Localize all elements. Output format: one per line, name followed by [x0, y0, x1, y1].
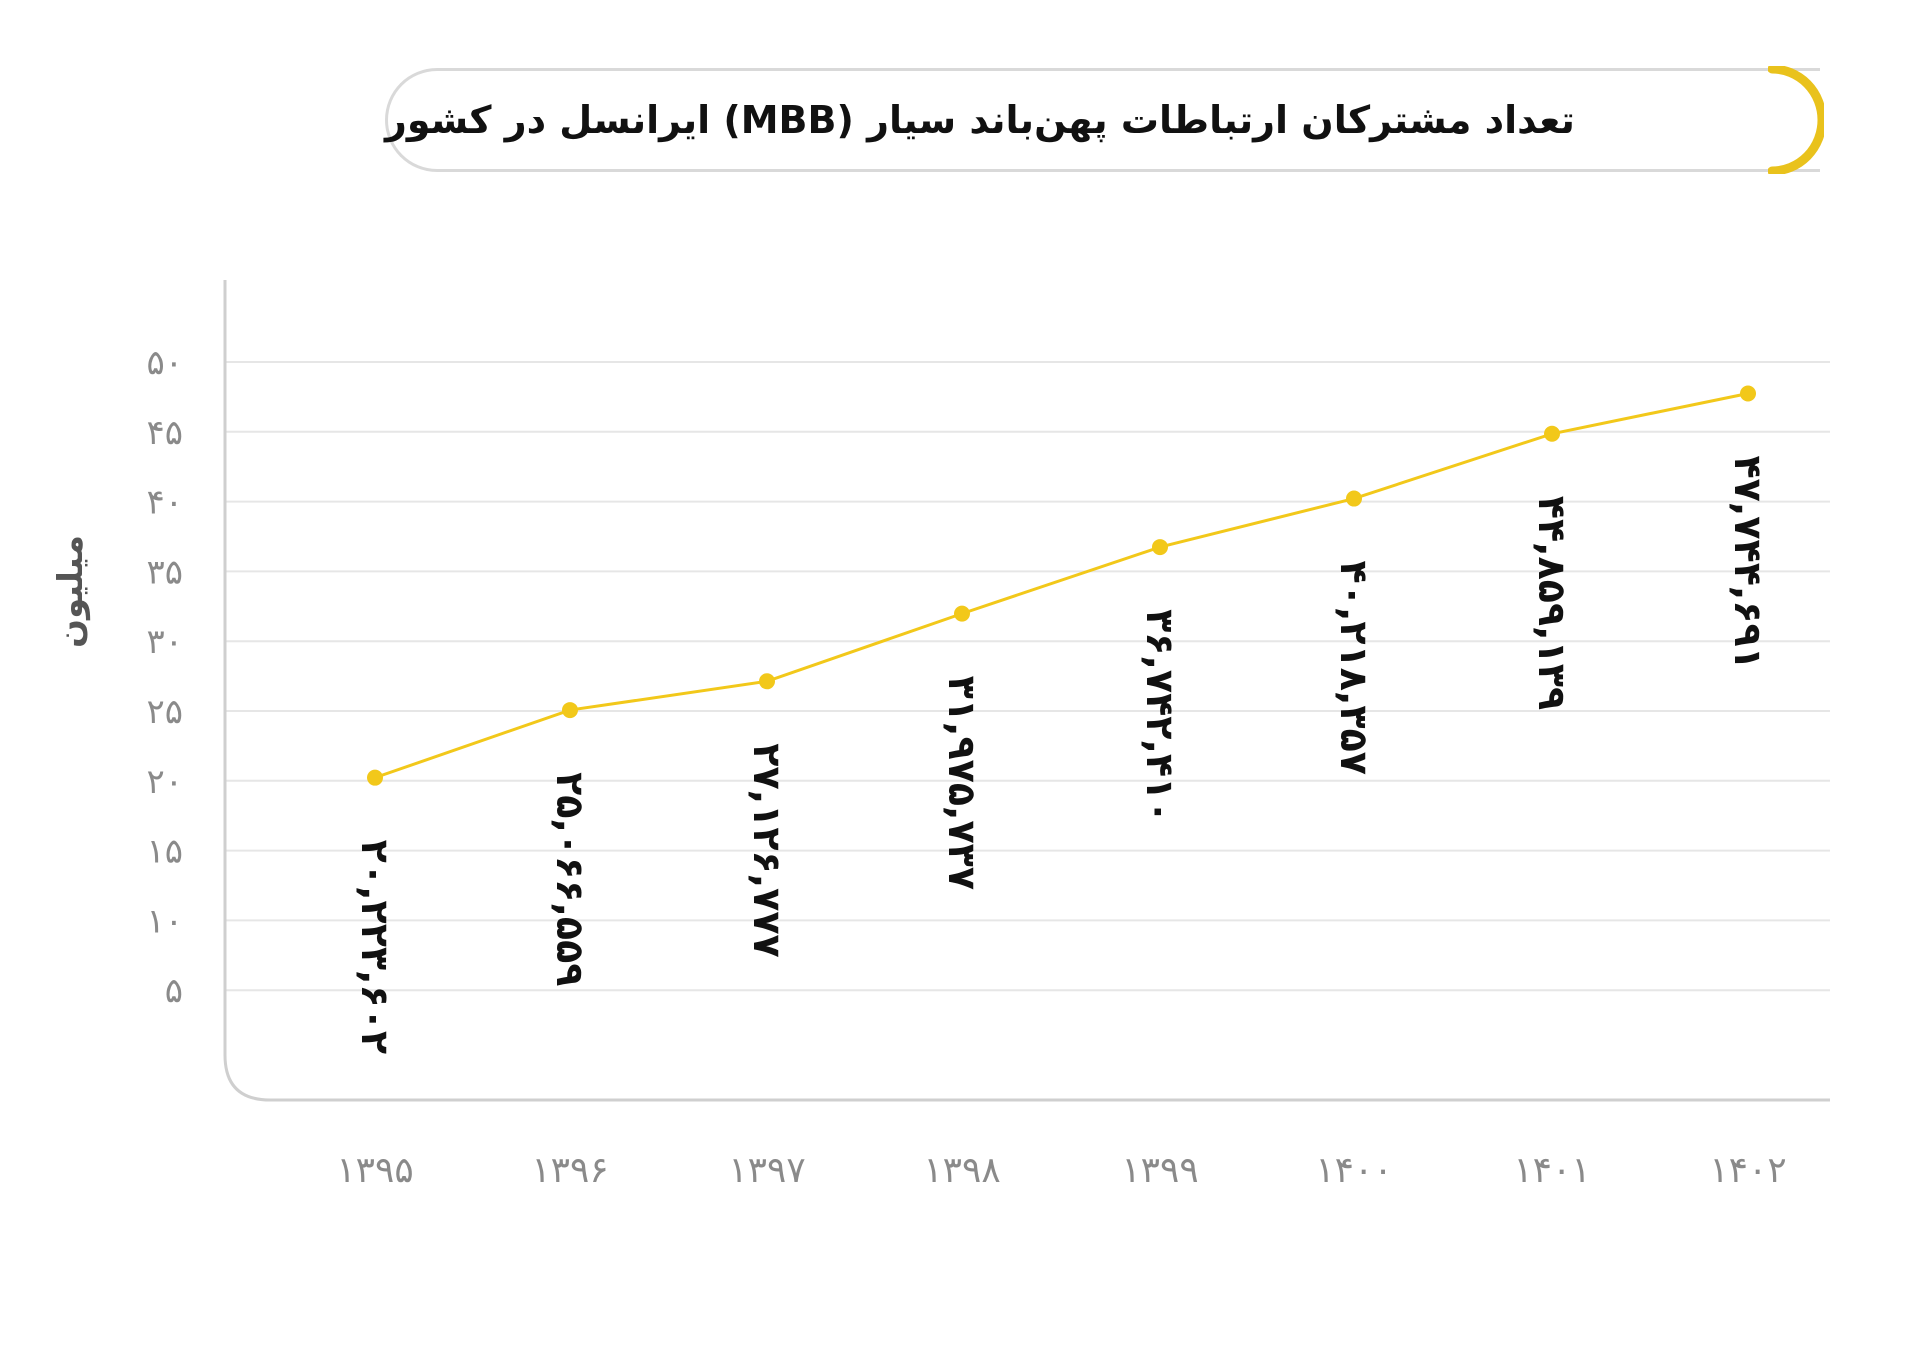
data-line [374, 392, 1749, 780]
x-tick-label: ۱۴۰۰ [1315, 1150, 1392, 1191]
data-value-label: ۲۵,۰۶۶,۵۵۹ [548, 772, 592, 986]
y-tick-label: ۴۵ [146, 413, 183, 453]
data-value-label: ۳۱,۹۷۵,۷۳۷ [940, 676, 984, 890]
data-value-label: ۴۴,۸۵۹,۱۳۹ [1530, 496, 1574, 710]
y-tick-label: ۴۰ [146, 483, 183, 523]
y-tick-label: ۳۵ [146, 552, 183, 592]
x-tick-label: ۱۴۰۱ [1513, 1150, 1590, 1191]
x-tick-label: ۱۳۹۵ [336, 1150, 413, 1191]
chart-title: تعداد مشترکان ارتباطات پهن‌باند سیار (MB… [385, 68, 1695, 172]
data-point [1346, 490, 1362, 507]
data-value-label: ۴۷,۷۴۴,۶۹۱ [1726, 455, 1770, 669]
y-tick-label: ۱۰ [146, 901, 183, 941]
title-accent-arc [1768, 66, 1824, 174]
x-tick-label: ۱۳۹۷ [728, 1150, 805, 1191]
axis-frame [223, 280, 1830, 1102]
x-tick-label: ۱۳۹۶ [531, 1150, 608, 1191]
data-value-label: ۳۶,۷۴۲,۴۱۰ [1138, 609, 1182, 823]
data-point [954, 605, 970, 622]
data-point [759, 673, 775, 690]
y-tick-label: ۵ [165, 971, 183, 1011]
chart-title-text: تعداد مشترکان ارتباطات پهن‌باند سیار (MB… [385, 98, 1575, 142]
x-tick-label: ۱۳۹۸ [923, 1150, 1000, 1191]
y-tick-label: ۳۰ [146, 622, 183, 662]
data-point [367, 769, 383, 786]
data-value-label: ۲۷,۱۲۶,۷۷۷ [745, 743, 789, 957]
y-tick-label: ۵۰ [146, 343, 183, 383]
x-tick-label: ۱۳۹۹ [1121, 1150, 1198, 1191]
y-tick-label: ۱۵ [146, 832, 183, 872]
x-tick-label: ۱۴۰۲ [1709, 1150, 1786, 1191]
data-point [1544, 425, 1560, 442]
title-pill [385, 68, 1820, 172]
data-point [1740, 385, 1756, 402]
data-value-label: ۴۰,۲۱۸,۳۵۷ [1332, 561, 1376, 775]
y-tick-label: ۲۵ [146, 692, 183, 732]
data-point [562, 702, 578, 719]
data-value-label: ۲۰,۲۲۳,۶۰۲ [353, 840, 397, 1054]
y-tick-label: ۲۰ [146, 762, 183, 802]
data-point [1152, 539, 1168, 556]
